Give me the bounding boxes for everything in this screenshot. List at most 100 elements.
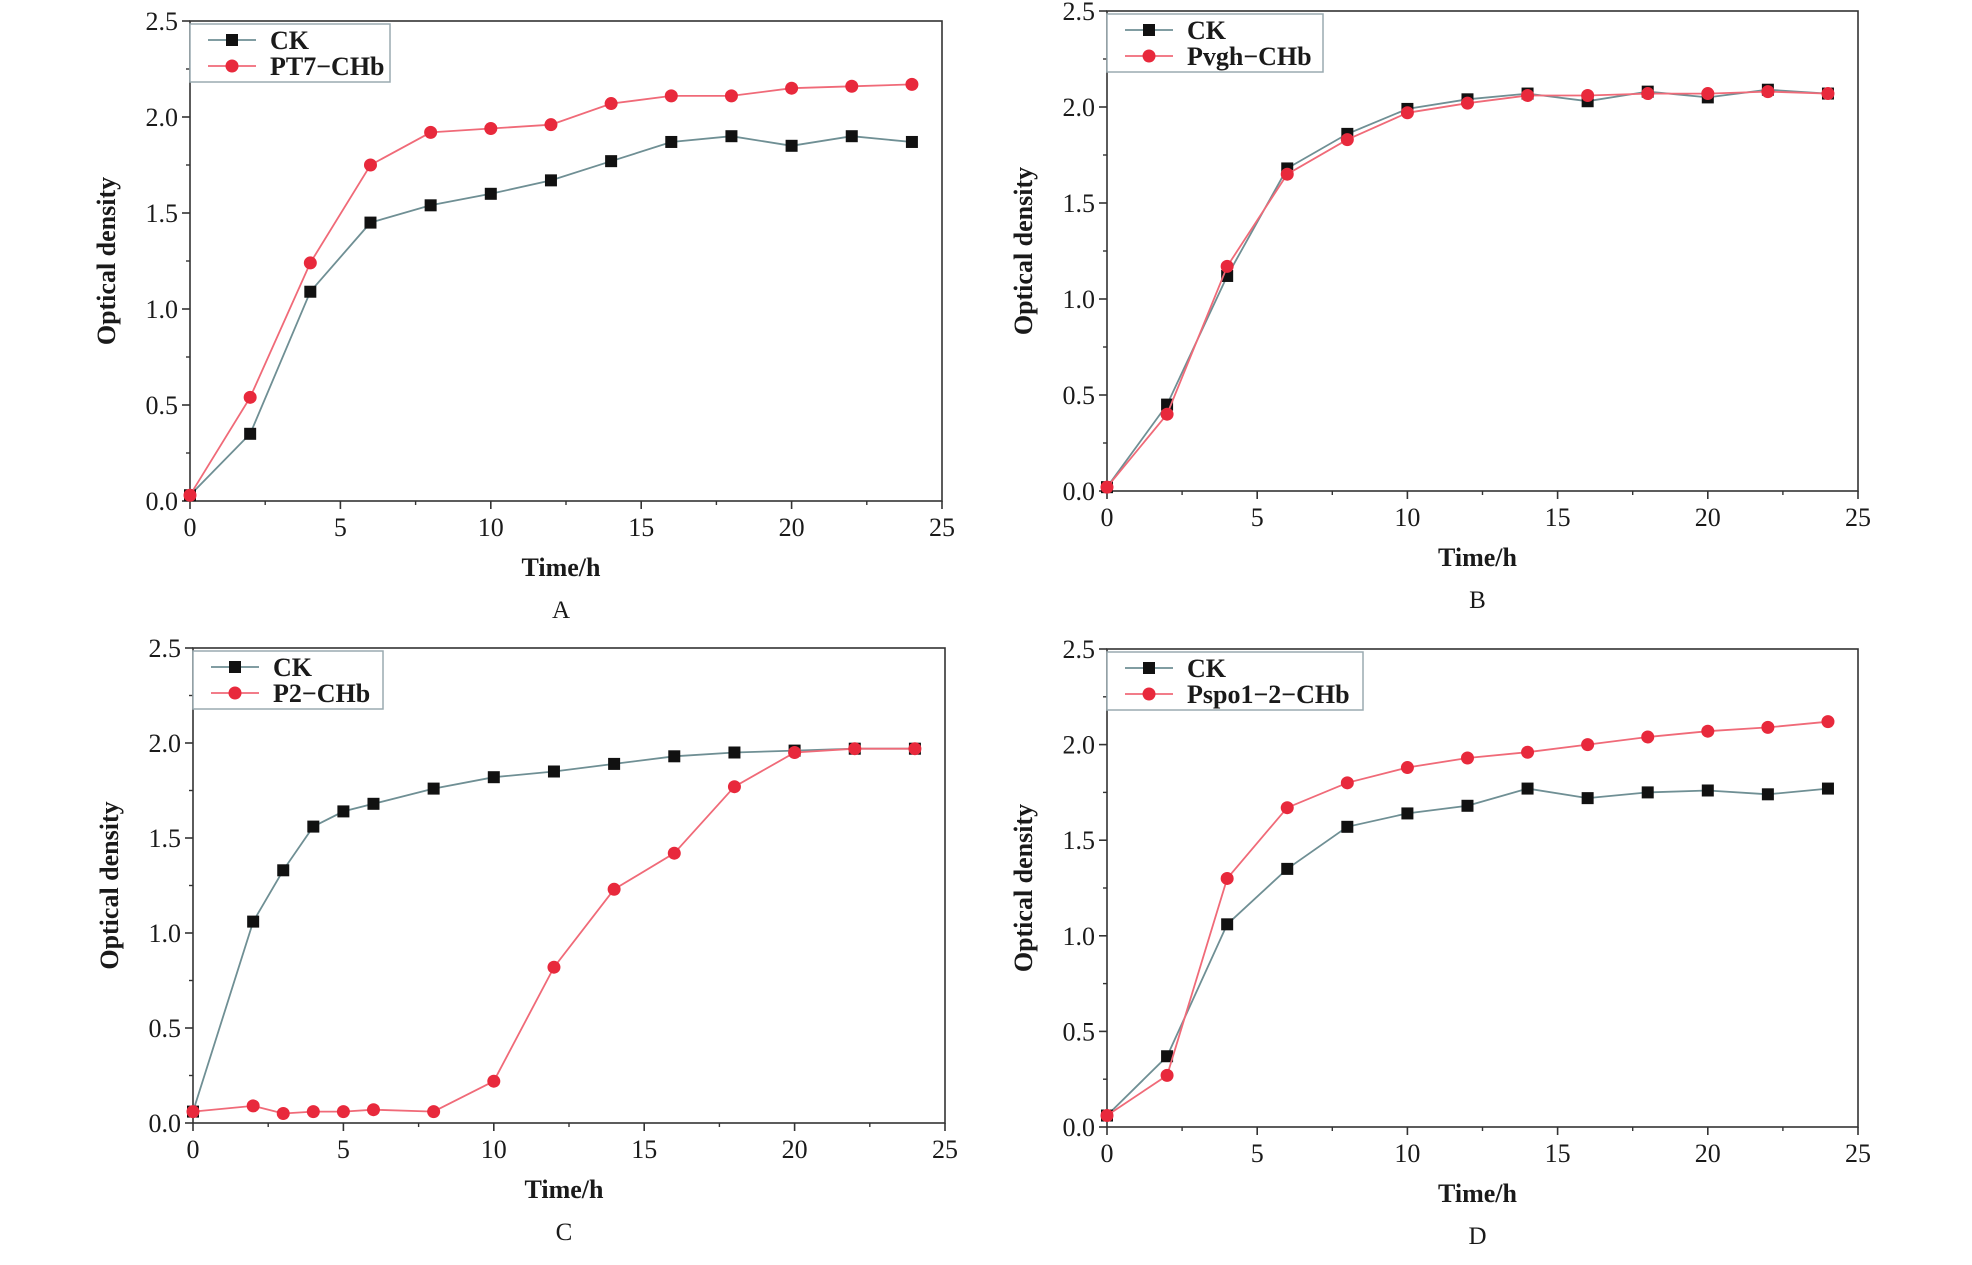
x-tick-label: 15	[1545, 1139, 1571, 1168]
series-ck	[187, 742, 921, 1118]
data-point	[186, 1105, 200, 1119]
data-point	[1220, 259, 1234, 273]
y-tick-label: 2.0	[1063, 93, 1096, 122]
y-axis-title: Optical density	[1009, 804, 1038, 972]
data-point	[1641, 786, 1654, 799]
y-tick-label: 0.0	[1063, 1113, 1096, 1142]
legend-label: Pspo1−2−CHb	[1187, 680, 1350, 709]
data-point	[905, 135, 918, 148]
y-tick-label: 1.5	[149, 824, 182, 853]
plot-frame	[1106, 648, 1859, 1128]
data-point	[1160, 1068, 1174, 1082]
data-point	[728, 746, 741, 759]
chart-panel-b: 0 5 10 15 20 25 0.0 0.5 1.0 1.5 2.0 2.5 Time/h Optica…	[1009, 0, 1871, 614]
data-point	[725, 130, 738, 143]
data-point	[1460, 751, 1474, 765]
data-point	[908, 742, 922, 756]
data-point	[1581, 792, 1594, 805]
data-point	[484, 187, 497, 200]
x-tick-label: 5	[337, 1135, 350, 1164]
data-point	[364, 216, 377, 229]
data-point	[608, 757, 621, 770]
series-line	[192, 747, 915, 1115]
data-point	[337, 805, 350, 818]
chart-panel-c: 0 5 10 15 20 25 0.0 0.5 1.0 1.5 2.0 2.5 Time/h Optica…	[95, 634, 958, 1246]
legend-label: CK	[1187, 16, 1227, 45]
legend-marker	[228, 686, 242, 700]
x-axis-title: Time/h	[1438, 1179, 1518, 1208]
plot-frame	[189, 20, 943, 502]
data-point	[1401, 807, 1414, 820]
x-tick-label: 25	[1845, 503, 1871, 532]
series-treatment	[183, 77, 919, 502]
data-point	[1821, 87, 1835, 101]
data-point	[244, 427, 257, 440]
chart-panel-a: 0 5 10 15 20 25 0.0 0.5 1.0 1.5 2.0 2.5 Time/h Optica…	[92, 7, 955, 624]
series-ck	[184, 130, 918, 502]
data-point	[667, 846, 681, 860]
data-point	[1160, 407, 1174, 421]
x-tick-label: 15	[1545, 503, 1571, 532]
y-tick-label: 0.5	[146, 391, 179, 420]
data-point	[487, 771, 500, 784]
x-tick-label: 15	[628, 513, 654, 542]
y-tick-label: 2.0	[1063, 731, 1096, 760]
data-point	[1581, 738, 1595, 752]
series-line	[1106, 720, 1829, 1117]
data-point	[247, 915, 260, 928]
x-tick-label: 10	[481, 1135, 507, 1164]
data-point	[424, 199, 437, 212]
y-axis-title: Optical density	[92, 177, 121, 345]
y-tick-label: 0.5	[149, 1014, 182, 1043]
y-tick-label: 1.0	[1063, 285, 1096, 314]
series-treatment	[1100, 715, 1835, 1123]
data-point	[306, 1105, 320, 1119]
data-point	[424, 125, 438, 139]
y-tick-label: 1.0	[146, 295, 179, 324]
x-axis-title: Time/h	[1438, 543, 1518, 572]
series-line	[192, 747, 915, 1112]
data-point	[1761, 720, 1775, 734]
series-ck	[1101, 782, 1834, 1122]
y-tick-label: 0.0	[1063, 477, 1096, 506]
data-point	[848, 742, 862, 756]
y-tick-label: 1.5	[146, 199, 179, 228]
data-point	[183, 488, 197, 502]
data-point	[1761, 85, 1775, 99]
series-line	[189, 83, 912, 496]
legend-marker	[225, 59, 239, 73]
legend-marker	[1143, 662, 1155, 674]
data-point	[1340, 133, 1354, 147]
data-point	[1400, 106, 1414, 120]
series-ck	[1101, 83, 1834, 494]
data-point	[1521, 782, 1534, 795]
legend-box	[1106, 13, 1324, 73]
legend-label: CK	[270, 26, 310, 55]
legend-label: PT7−CHb	[270, 52, 385, 81]
data-point	[276, 1107, 290, 1120]
data-point	[544, 118, 558, 132]
data-point	[487, 1074, 501, 1088]
y-tick-label: 2.5	[146, 7, 179, 36]
legend-box	[189, 23, 391, 83]
data-point	[367, 797, 380, 810]
data-point	[1701, 87, 1715, 101]
x-tick-label: 25	[929, 513, 955, 542]
series-line	[1106, 88, 1829, 488]
y-tick-label: 2.0	[149, 729, 182, 758]
legend-marker	[1142, 687, 1156, 701]
data-point	[1821, 782, 1834, 795]
data-point	[1821, 715, 1835, 729]
x-tick-label: 5	[334, 513, 347, 542]
x-tick-label: 0	[1101, 1139, 1114, 1168]
data-point	[727, 780, 741, 794]
y-tick-label: 2.5	[149, 634, 182, 663]
data-point	[547, 960, 561, 974]
x-tick-label: 0	[187, 1135, 200, 1164]
x-tick-label: 25	[1845, 1139, 1871, 1168]
data-point	[785, 139, 798, 152]
